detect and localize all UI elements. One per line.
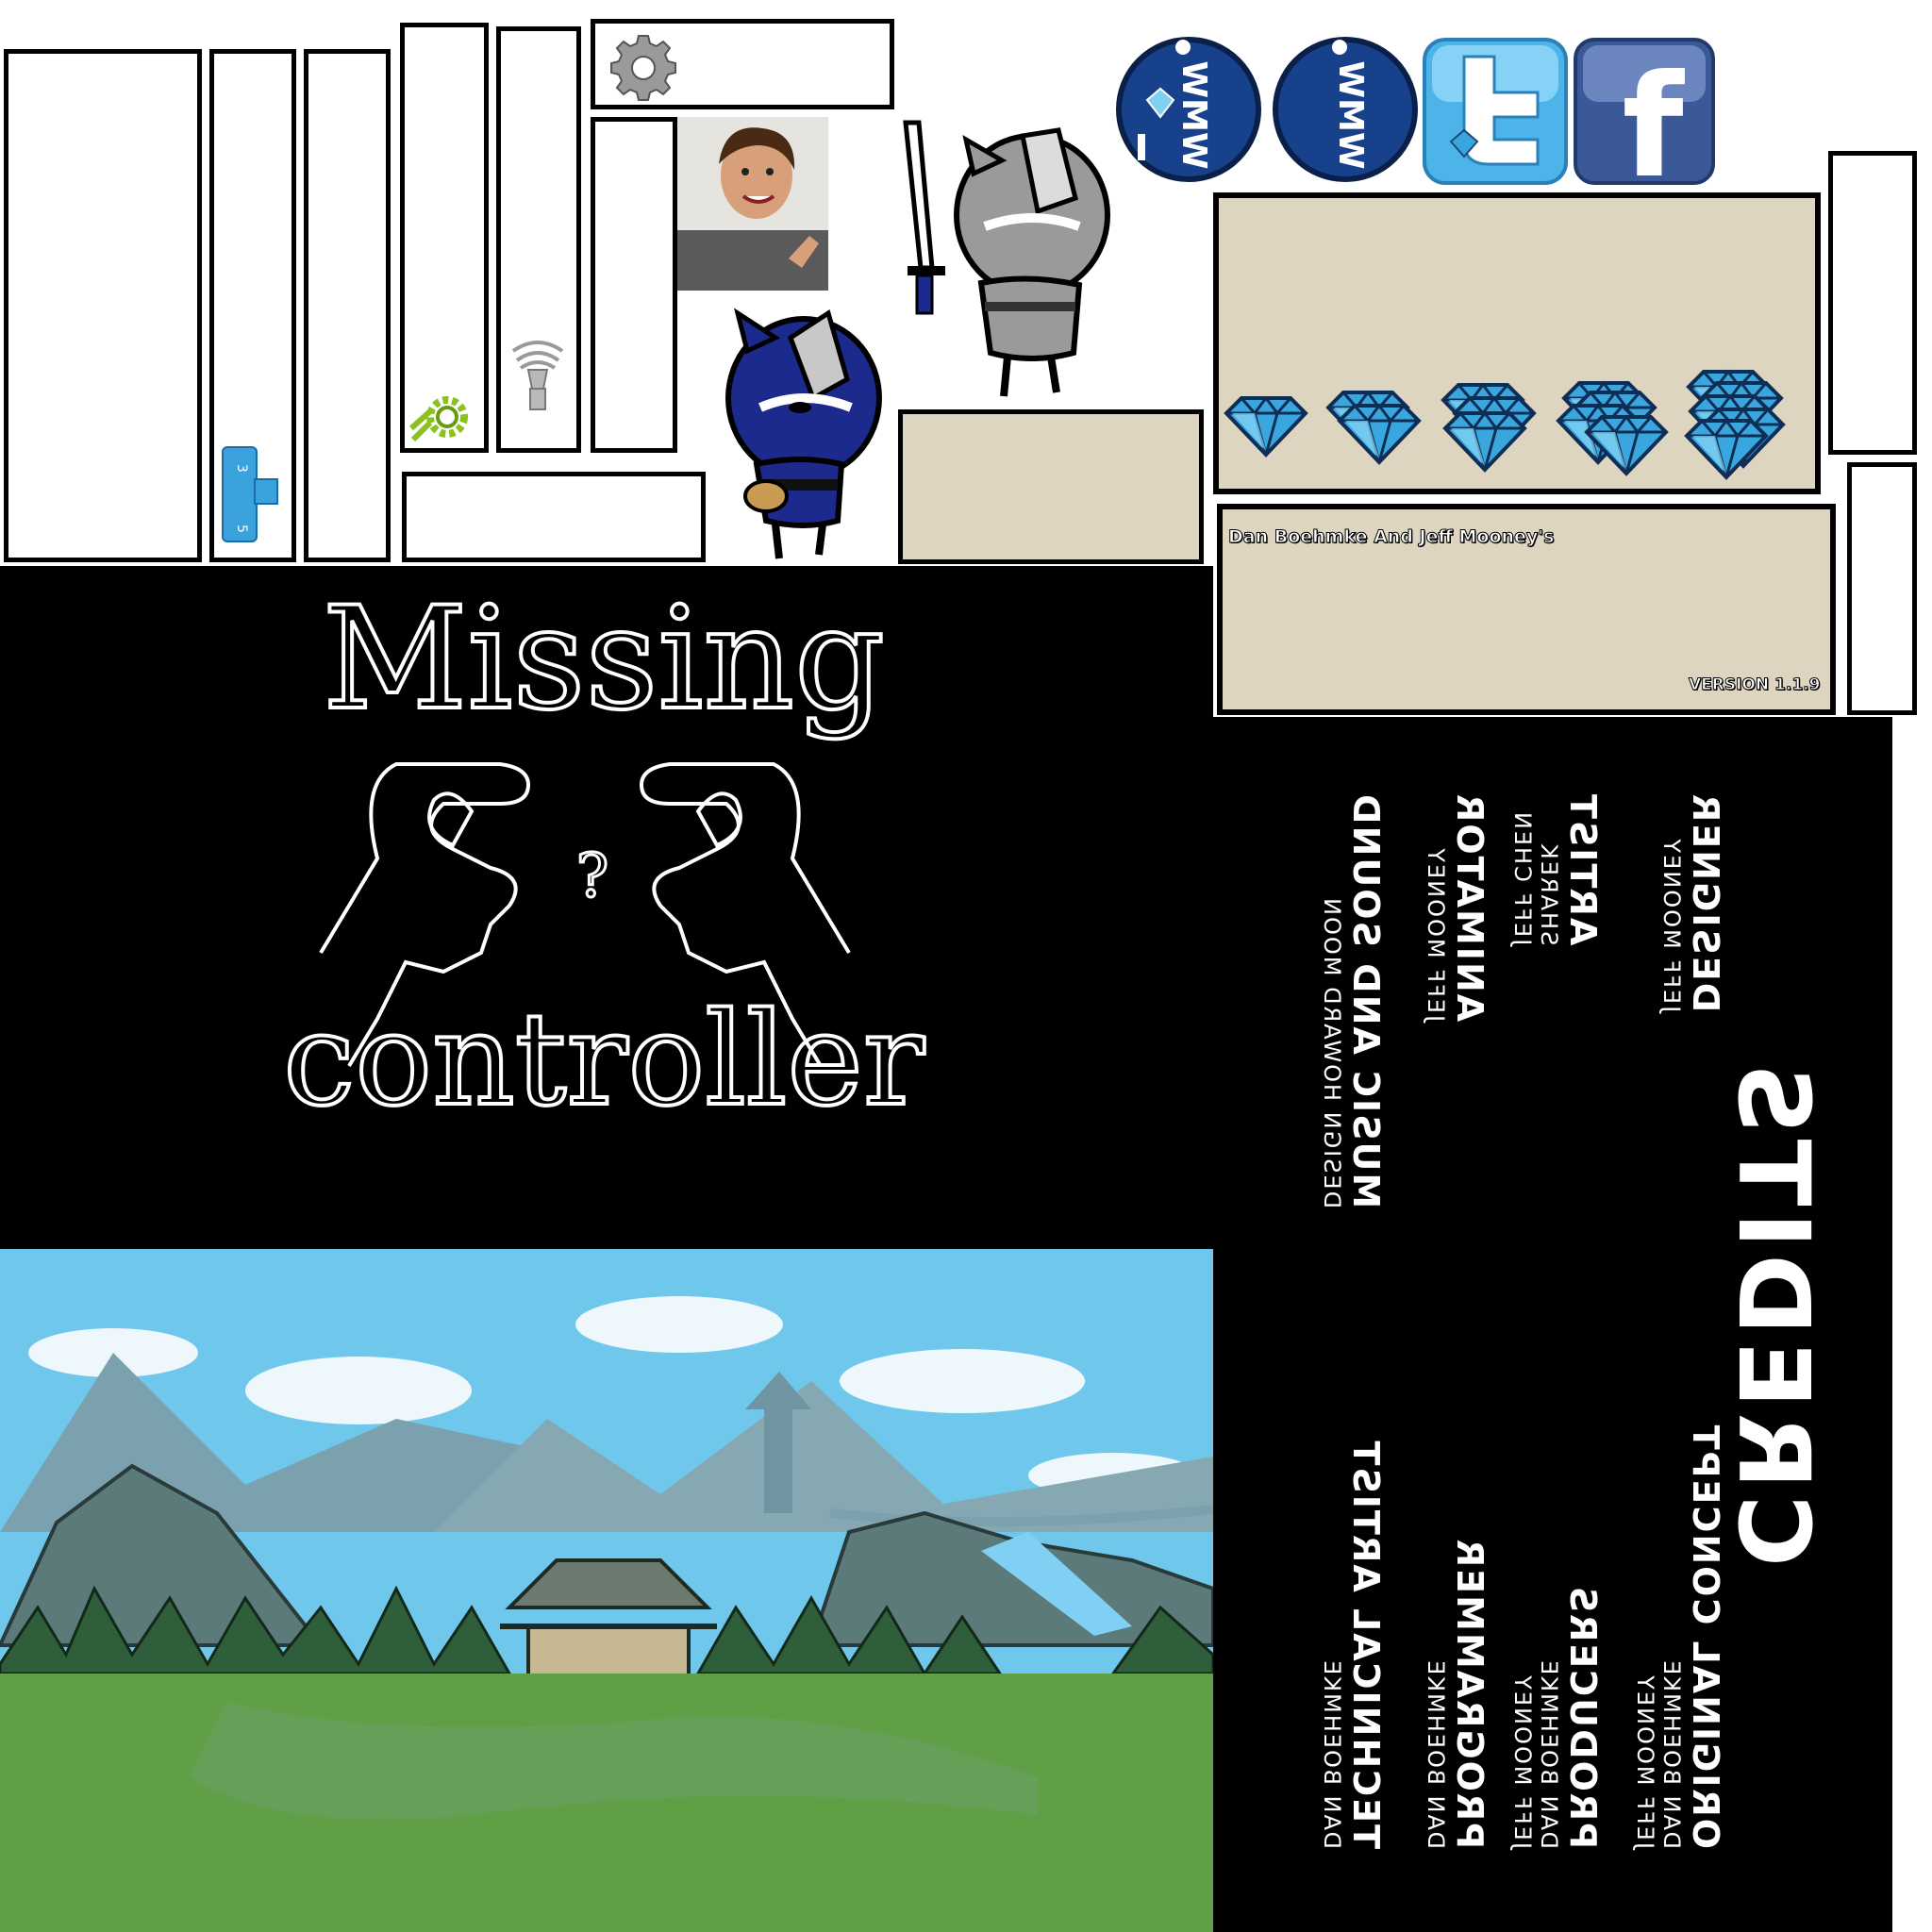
right-side-panel-1 bbox=[1828, 151, 1917, 455]
tall-panel bbox=[591, 117, 677, 453]
credit-name: DAN BOEHMKE bbox=[1658, 1658, 1685, 1849]
credit-heading: TECHNICAL ARTIST bbox=[1345, 1439, 1387, 1849]
diamond-icon bbox=[1557, 381, 1668, 475]
credit-section-animator: ANIMATOR JEFF MOONEY bbox=[1423, 792, 1491, 1022]
credit-heading: ORIGINAL CONCEPT bbox=[1685, 1423, 1726, 1849]
credit-section-technical-artist: TECHNICAL ARTIST DAN BOEHMKE bbox=[1319, 1439, 1387, 1849]
credit-name: JEFF MOONEY bbox=[1632, 1674, 1658, 1849]
hands-icon bbox=[319, 762, 851, 1068]
diamond-icon bbox=[1685, 370, 1785, 479]
landscape-background bbox=[0, 1249, 1213, 1932]
credits-panel bbox=[1213, 717, 1892, 1932]
slider-tab-icon: 3 5 bbox=[222, 446, 278, 542]
ninja-sprite-blue bbox=[725, 308, 882, 559]
svg-text:3: 3 bbox=[234, 464, 249, 473]
settings-gear-icon bbox=[409, 396, 468, 442]
credit-heading: MUSIC AND SOUND bbox=[1345, 792, 1387, 1209]
version-label: VERSION 1.1.9 bbox=[1688, 675, 1821, 695]
small-beige-panel bbox=[898, 409, 1204, 564]
credit-name: JEFF MOONEY bbox=[1509, 1674, 1536, 1849]
credit-section-artist: ARTIST SHAREK JEFF CHEN bbox=[1509, 792, 1604, 945]
hands-question-mark: ? bbox=[576, 841, 608, 911]
bottom-panel bbox=[402, 472, 706, 562]
facebook-icon[interactable]: f bbox=[1574, 38, 1715, 185]
title-banner-panel bbox=[1217, 504, 1836, 715]
right-side-panel-2 bbox=[1847, 462, 1917, 715]
credit-heading: ARTIST bbox=[1562, 792, 1604, 946]
wmw-tag-label: WMW bbox=[1174, 60, 1213, 169]
credit-heading: DESIGNER bbox=[1685, 792, 1726, 1013]
credit-name: SHAREK bbox=[1536, 842, 1562, 946]
title-controller: controller bbox=[283, 986, 925, 1135]
gear-icon bbox=[610, 35, 676, 101]
credit-section-original-concept: ORIGINAL CONCEPT DAN BOEHMKE JEFF MOONEY bbox=[1632, 1424, 1726, 1849]
credit-name: DAN BOEHMKE bbox=[1423, 1658, 1449, 1849]
credit-name: DAN BOEHMKE bbox=[1536, 1658, 1562, 1849]
svg-text:5: 5 bbox=[234, 525, 249, 533]
credit-name: JEFF CHEN bbox=[1509, 809, 1536, 946]
credit-name: DAN BOEHMKE bbox=[1319, 1658, 1345, 1849]
blank-panel-3 bbox=[304, 49, 391, 562]
twitter-icon[interactable] bbox=[1423, 38, 1568, 185]
speaker-icon bbox=[511, 341, 564, 410]
blank-panel-1 bbox=[4, 49, 202, 562]
wmw-tag-icon-1[interactable]: WMW bbox=[1113, 23, 1264, 189]
credits-title-text: CREDITS bbox=[1716, 1057, 1831, 1567]
wmw-tag-icon-2[interactable]: WMW bbox=[1270, 23, 1421, 189]
title-logo: Missing ? controller bbox=[281, 575, 927, 1137]
credit-section-producers: PRODUCERS DAN BOEHMKE JEFF MOONEY bbox=[1509, 1585, 1604, 1849]
credit-section-music-and-sound: MUSIC AND SOUND DESIGN HOWARD MOON bbox=[1319, 792, 1387, 1208]
diamond-icon bbox=[1326, 391, 1421, 464]
wmw-tag-label: WMW bbox=[1331, 60, 1370, 169]
credit-heading: ANIMATOR bbox=[1449, 792, 1491, 1023]
developer-photo bbox=[677, 117, 828, 291]
credit-section-designer: DESIGNER JEFF MOONEY bbox=[1632, 792, 1726, 1012]
diamond-icon bbox=[1224, 396, 1307, 457]
credit-section-programmer: PROGRAMMER DAN BOEHMKE bbox=[1423, 1538, 1491, 1849]
title-missing: Missing bbox=[323, 577, 885, 741]
settings-panel bbox=[400, 23, 489, 453]
diamond-rating-row bbox=[1224, 370, 1785, 479]
credit-name: JEFF MOONEY bbox=[1423, 846, 1449, 1023]
credit-name: JEFF MOONEY bbox=[1658, 837, 1685, 1013]
diamond-icon bbox=[1441, 383, 1536, 472]
credit-heading: PRODUCERS bbox=[1562, 1584, 1604, 1849]
facebook-glyph: f bbox=[1622, 45, 1685, 185]
credit-name: DESIGN HOWARD MOON bbox=[1319, 896, 1345, 1209]
authors-banner-text: Dan Boehmke And Jeff Mooney's bbox=[1227, 526, 1555, 548]
title-logo-background bbox=[0, 566, 1213, 1249]
ninja-sprite-grey bbox=[903, 120, 1110, 397]
credit-heading: PROGRAMMER bbox=[1449, 1537, 1491, 1849]
